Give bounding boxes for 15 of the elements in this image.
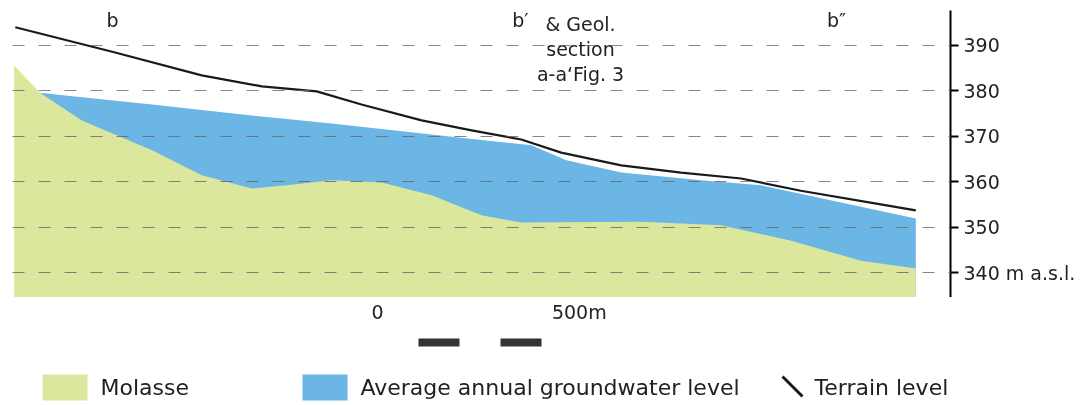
legend-label: Terrain level <box>813 375 949 400</box>
annotation: b′ <box>512 8 529 31</box>
y-tick-label: 350 <box>963 216 1000 239</box>
annotation: b <box>106 8 119 31</box>
annotation: & Geol. section a-a‘Fig. 3 <box>536 12 625 86</box>
y-tick-label: 340 m a.s.l. <box>963 261 1076 284</box>
y-tick-label: 360 <box>963 170 1000 193</box>
annotation: b″ <box>826 8 847 31</box>
x-tick-label: 500m <box>551 300 607 323</box>
legend-label: Average annual groundwater level <box>360 375 740 400</box>
y-tick-label: 380 <box>963 79 1000 102</box>
y-tick-label: 370 <box>963 125 1000 148</box>
x-tick-label: 0 <box>371 300 384 323</box>
legend-label: Molasse <box>100 375 189 400</box>
y-tick-label: 390 <box>963 34 1000 57</box>
